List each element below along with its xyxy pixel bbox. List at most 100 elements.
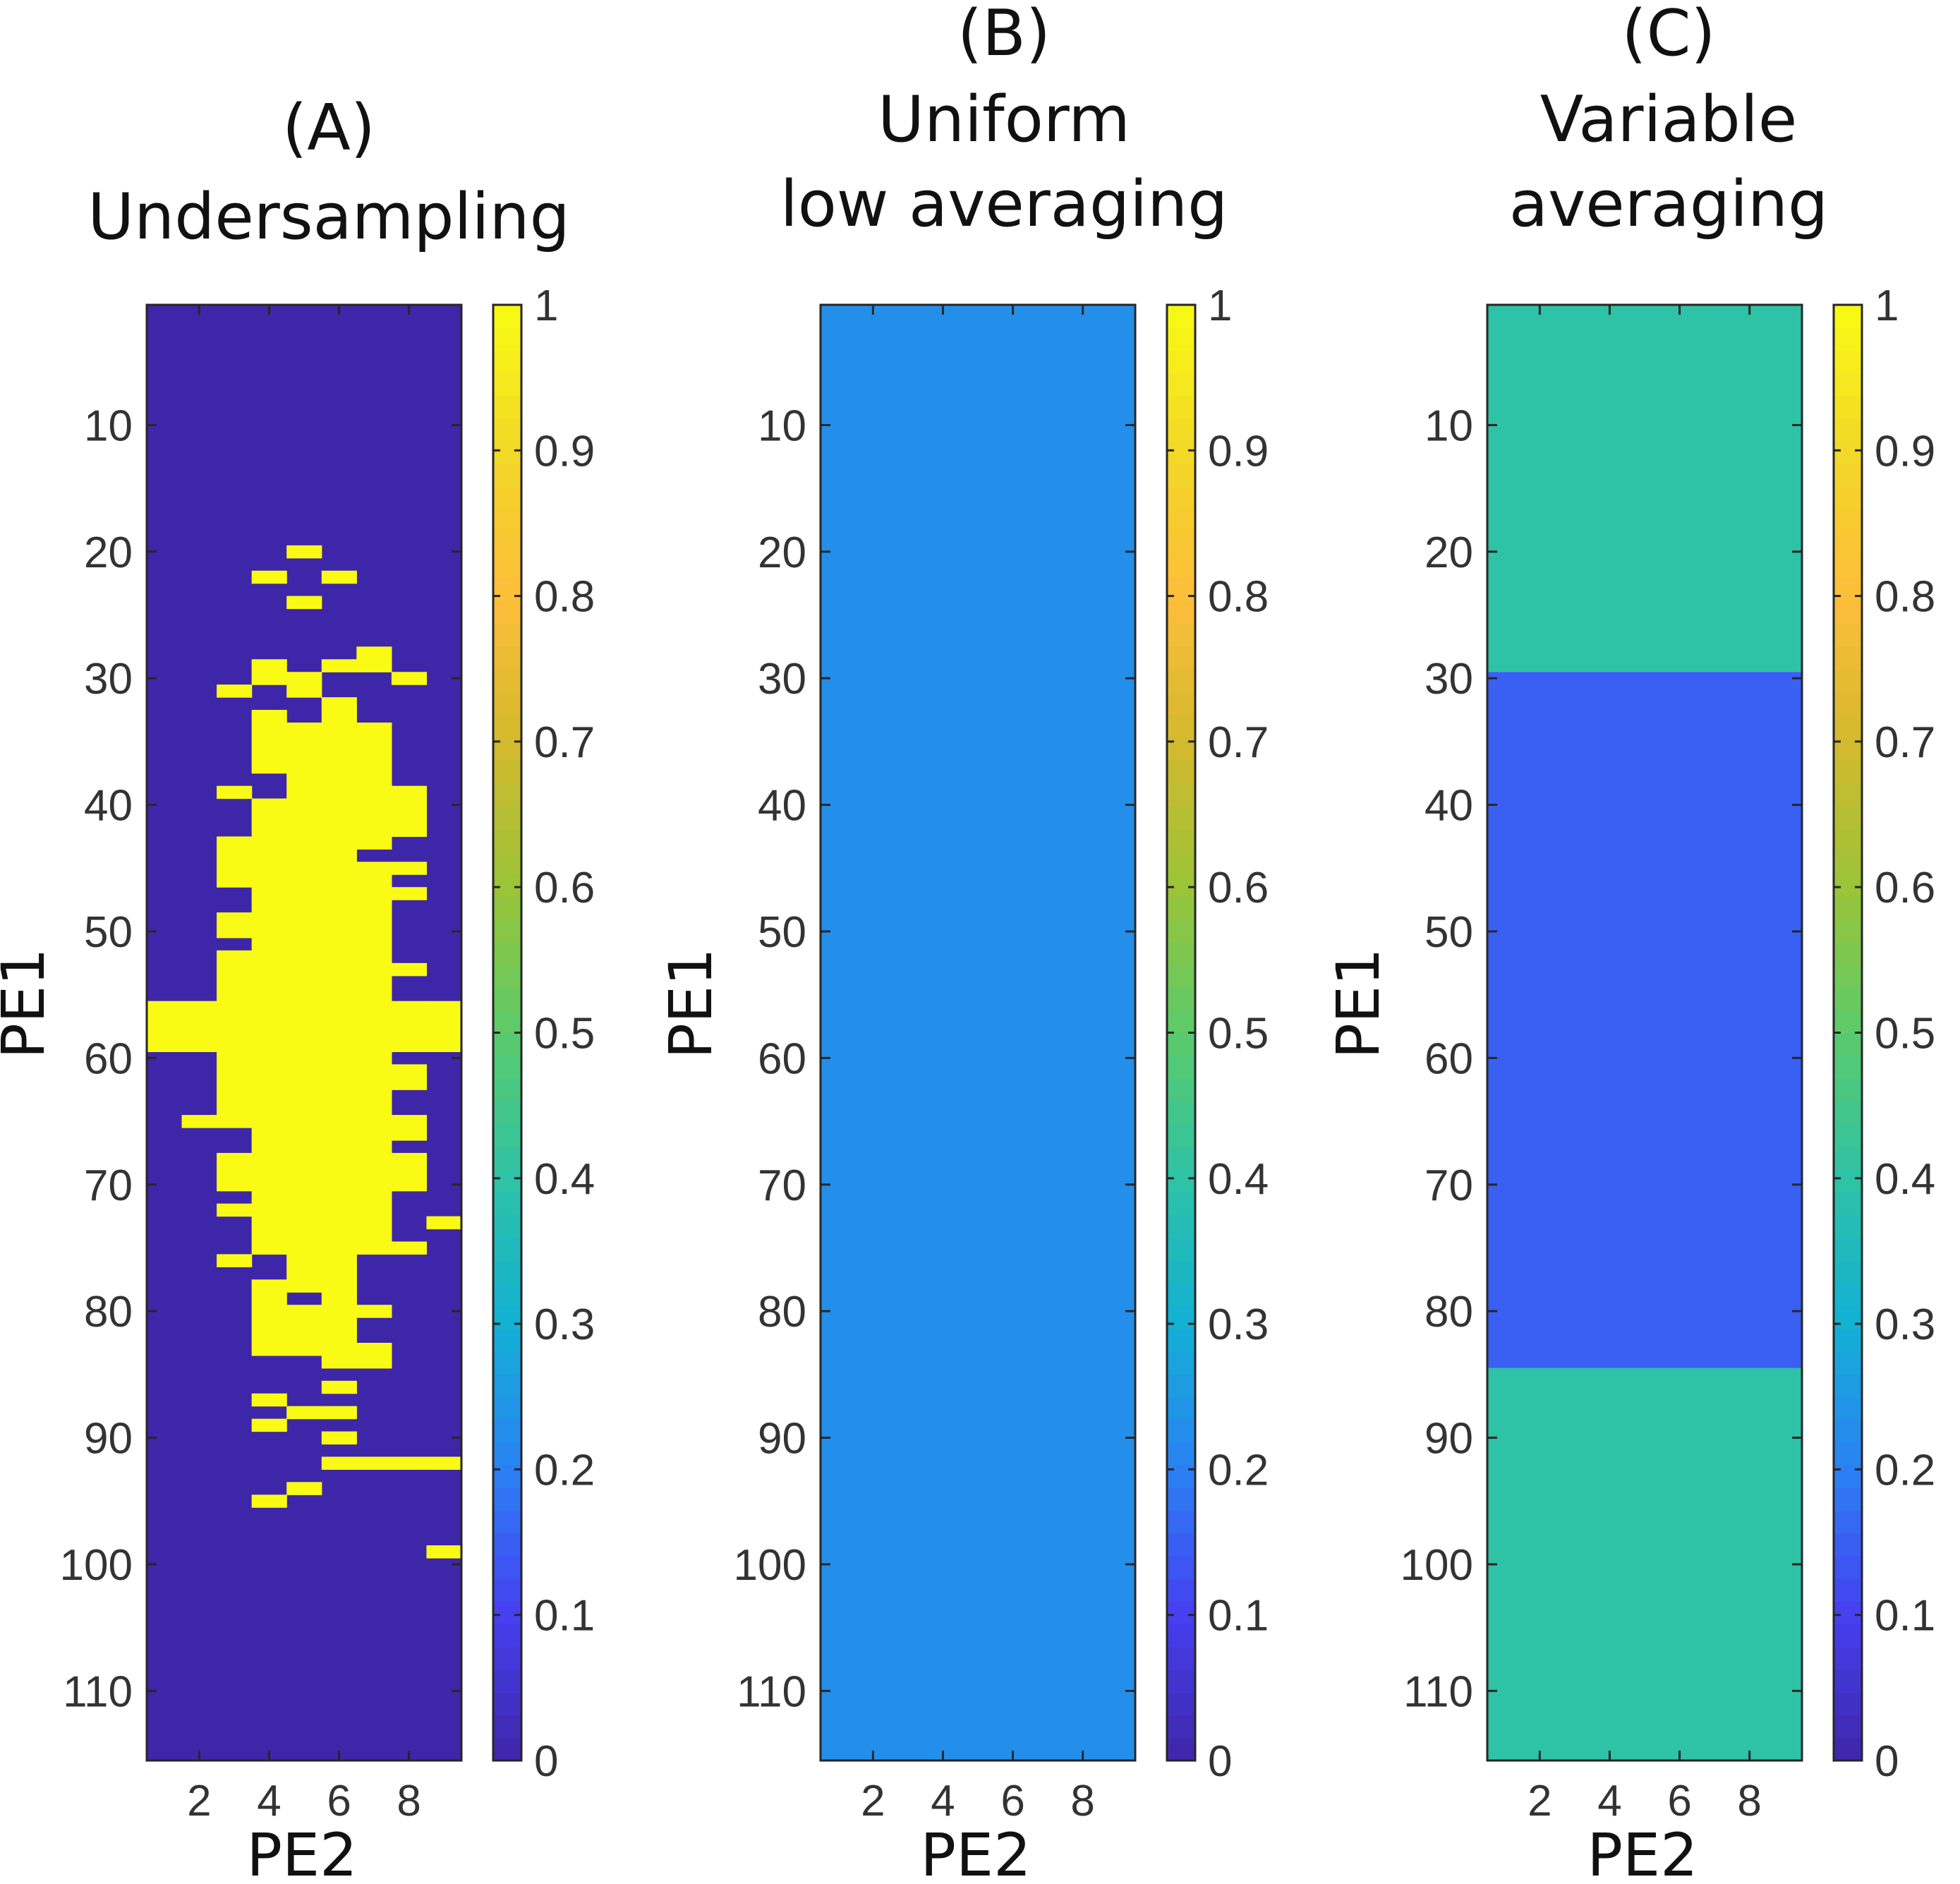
colorbar-segment — [1834, 577, 1862, 601]
heatmap-cell — [251, 760, 287, 774]
colorbar-segment — [1167, 373, 1195, 397]
heatmap-cell — [321, 1343, 357, 1356]
heatmap-cell — [286, 836, 322, 850]
heatmap-cell — [251, 1064, 287, 1077]
heatmap-cell — [251, 1418, 287, 1432]
heatmap-cell — [217, 849, 253, 862]
y-tick-label: 20 — [758, 529, 806, 577]
panel-a: (A)Undersampling102030405060708090100110… — [0, 91, 595, 1884]
heatmap-cell — [286, 1330, 322, 1343]
colorbar-segment — [1834, 1737, 1862, 1761]
colorbar-tick-label: 0.2 — [534, 1446, 595, 1494]
heatmap-cell — [356, 798, 392, 812]
heatmap-cell — [321, 1089, 357, 1103]
heatmap-cell — [217, 1203, 253, 1217]
heatmap-cell — [251, 747, 287, 761]
colorbar-segment — [1834, 714, 1862, 738]
heatmap-cell — [356, 1013, 392, 1027]
colorbar-segment — [493, 1123, 521, 1147]
heatmap-cell — [321, 988, 357, 1002]
x-tick-label: 2 — [187, 1777, 211, 1825]
y-tick-label: 110 — [1403, 1667, 1473, 1716]
colorbar-segment — [1834, 1419, 1862, 1443]
colorbar-segment — [493, 828, 521, 852]
colorbar-segment — [493, 1214, 521, 1238]
x-tick-label: 8 — [1070, 1777, 1094, 1825]
colorbar-segment — [1834, 873, 1862, 897]
heatmap-cell — [286, 1228, 322, 1243]
heatmap-cell — [251, 1393, 287, 1407]
heatmap-cell — [251, 1241, 287, 1255]
heatmap-cell — [391, 1039, 428, 1053]
y-tick-label: 60 — [758, 1034, 806, 1083]
heatmap-cell — [181, 1026, 217, 1040]
colorbar: 0 0.1 0.2 0.3 0.4 0.5 0.6 0.7 0.8 0.9 1 — [492, 282, 595, 1786]
heatmap-cell — [286, 735, 322, 749]
heatmap-cell — [251, 1152, 287, 1166]
heatmap-cell — [321, 659, 357, 672]
heatmap-cell — [181, 1001, 217, 1015]
colorbar-segment — [493, 714, 521, 738]
heatmap-cell — [356, 811, 392, 825]
heatmap-cell — [321, 1152, 357, 1166]
heatmap-cell — [391, 1001, 428, 1015]
panel-title-line: low averaging — [780, 167, 1228, 241]
colorbar-segment — [1834, 395, 1862, 419]
heatmap-cell — [251, 1279, 287, 1293]
colorbar-tick-label: 0.1 — [534, 1592, 595, 1641]
heatmap-cell — [356, 950, 392, 964]
y-axis-label: PE1 — [656, 948, 725, 1058]
colorbar-segment — [1167, 600, 1195, 624]
heatmap-cell — [321, 925, 357, 938]
heatmap-cell — [321, 887, 357, 900]
heatmap-cell — [356, 1241, 392, 1255]
heatmap-cell — [286, 798, 322, 812]
y-tick-label: 10 — [84, 401, 133, 450]
heatmap-cell — [286, 887, 322, 900]
heatmap-cell — [251, 1343, 287, 1356]
colorbar-segment — [493, 987, 521, 1011]
colorbar-tick-label: 0.5 — [1875, 1010, 1935, 1058]
colorbar-segment — [1834, 1624, 1862, 1648]
heatmap-cell — [321, 1128, 357, 1141]
heatmap-cell — [321, 1064, 357, 1077]
heatmap-cell — [251, 988, 287, 1002]
colorbar-segment — [1167, 555, 1195, 579]
heatmap-cell — [321, 1140, 357, 1154]
panel-title-line: Variable — [1540, 83, 1797, 157]
y-tick-label: 20 — [84, 529, 133, 577]
heatmap-cell — [356, 1216, 392, 1230]
colorbar-segment — [1167, 759, 1195, 783]
heatmap-cell — [286, 1115, 322, 1128]
panel-title-line: Uniform — [878, 83, 1130, 157]
colorbar-segment — [1167, 623, 1195, 647]
heatmap-cell — [217, 874, 253, 888]
heatmap-cell — [217, 950, 253, 964]
y-tick-label: 110 — [63, 1667, 133, 1716]
colorbar-tick-label: 0.2 — [1208, 1446, 1269, 1494]
colorbar-segment — [1834, 1442, 1862, 1466]
colorbar-tick-label: 0.5 — [534, 1010, 595, 1058]
heatmap-cell — [356, 937, 392, 951]
heatmap-cell — [356, 988, 392, 1002]
colorbar-segment — [1834, 305, 1862, 329]
heatmap-cell — [321, 874, 357, 888]
heatmap-cell — [286, 1305, 322, 1318]
heatmap-cell — [391, 1128, 428, 1141]
colorbar-segment — [1167, 464, 1195, 488]
colorbar-tick-label: 0.7 — [534, 718, 595, 767]
heatmap-cell — [356, 887, 392, 900]
heatmap-cell — [391, 1115, 428, 1128]
colorbar-segment — [1167, 1737, 1195, 1761]
heatmap-cell — [321, 912, 357, 926]
heatmap-cell — [356, 1228, 392, 1243]
heatmap-cell — [251, 1140, 287, 1154]
colorbar-segment — [1834, 1555, 1862, 1579]
heatmap-cell — [321, 1355, 357, 1369]
heatmap-cell — [217, 1039, 253, 1053]
heatmap-cell — [217, 785, 253, 799]
x-axis-label: PE2 — [246, 1820, 357, 1884]
y-tick-label: 40 — [84, 782, 133, 831]
heatmap-cell — [217, 975, 253, 989]
colorbar-segment — [1834, 555, 1862, 579]
